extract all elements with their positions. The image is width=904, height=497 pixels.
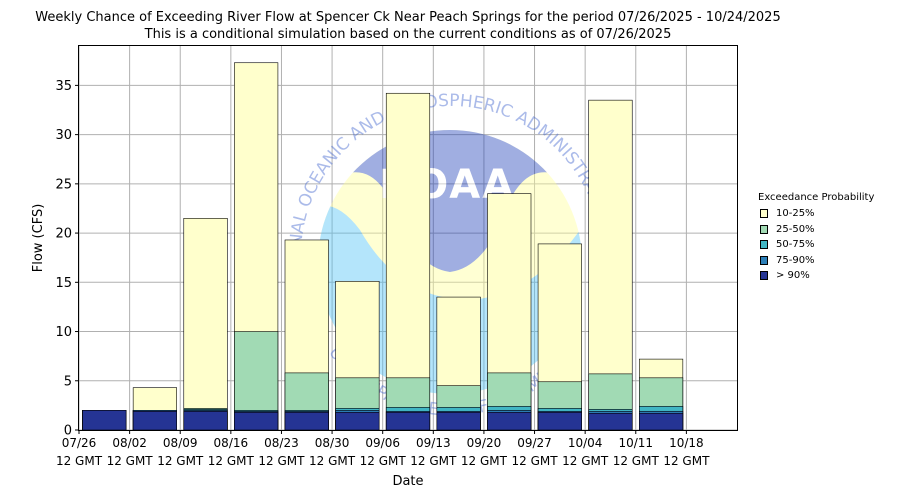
legend-swatch xyxy=(760,271,768,281)
legend-label: 50-75% xyxy=(776,239,815,251)
bar-segment xyxy=(335,411,380,431)
legend-item: 10-25% xyxy=(758,206,874,222)
y-tick-label: 10 xyxy=(55,325,72,340)
x-tick-label-sub: 12 GMT xyxy=(157,454,204,468)
x-tick-label: 10/18 xyxy=(669,436,704,450)
x-tick-label: 09/27 xyxy=(517,436,552,450)
bar-segment xyxy=(588,412,633,431)
x-tick-label-sub: 12 GMT xyxy=(511,454,558,468)
bar-segment xyxy=(537,411,582,431)
x-tick-label-sub: 12 GMT xyxy=(461,454,508,468)
x-tick-label: 08/09 xyxy=(163,436,198,450)
x-tick-label: 10/11 xyxy=(618,436,653,450)
y-tick-label: 20 xyxy=(55,227,72,242)
legend-item: 25-50% xyxy=(758,222,874,238)
legend-label: > 90% xyxy=(776,270,810,282)
y-tick-label: 0 xyxy=(64,424,72,439)
legend-item: 75-90% xyxy=(758,253,874,269)
legend-item: 50-75% xyxy=(758,237,874,253)
bar-segment xyxy=(183,218,228,431)
x-tick-label: 10/04 xyxy=(568,436,603,450)
y-axis-label: Flow (CFS) xyxy=(31,204,46,273)
bar-segment xyxy=(132,410,177,431)
bar-segment xyxy=(639,412,684,431)
legend-swatch xyxy=(760,240,768,250)
y-tick-label: 30 xyxy=(55,128,72,143)
bar-segment xyxy=(487,411,532,431)
y-tick-label: 5 xyxy=(64,374,72,389)
bar-segment xyxy=(284,411,329,431)
x-axis-label: Date xyxy=(392,474,423,489)
legend: Exceedance Probability 10-25% 25-50% 50-75… xyxy=(758,192,874,284)
legend-swatch xyxy=(760,209,768,219)
x-tick-label: 09/06 xyxy=(365,436,400,450)
bar-segment xyxy=(82,410,127,431)
x-tick-label: 08/02 xyxy=(112,436,147,450)
x-tick-label-sub: 12 GMT xyxy=(258,454,305,468)
legend-label: 10-25% xyxy=(776,208,815,220)
x-tick-label: 09/13 xyxy=(416,436,451,450)
legend-item: > 90% xyxy=(758,268,874,284)
bar-segment xyxy=(436,411,481,431)
x-tick-label-sub: 12 GMT xyxy=(107,454,154,468)
legend-swatch xyxy=(760,224,768,234)
plot-frame xyxy=(78,45,738,431)
x-tick-label: 08/16 xyxy=(214,436,249,450)
legend-label: 25-50% xyxy=(776,223,815,235)
x-tick-label-sub: 12 GMT xyxy=(613,454,660,468)
x-tick-label-sub: 12 GMT xyxy=(309,454,356,468)
x-tick-label: 08/30 xyxy=(315,436,350,450)
x-tick-label-sub: 12 GMT xyxy=(663,454,710,468)
x-tick-label: 08/23 xyxy=(264,436,299,450)
x-tick-label: 09/20 xyxy=(467,436,502,450)
chart-subtitle: This is a conditional simulation based o… xyxy=(144,27,672,42)
y-tick-label: 25 xyxy=(55,177,72,192)
chart-title: Weekly Chance of Exceeding River Flow at… xyxy=(35,10,780,25)
x-tick-label-sub: 12 GMT xyxy=(56,454,103,468)
legend-label: 75-90% xyxy=(776,254,815,266)
x-tick-label-sub: 12 GMT xyxy=(562,454,609,468)
legend-swatch xyxy=(760,255,768,265)
legend-title: Exceedance Probability xyxy=(758,192,875,203)
x-tick-label-sub: 12 GMT xyxy=(410,454,457,468)
bar-segment xyxy=(234,411,279,431)
y-tick-label: 35 xyxy=(55,79,72,94)
axes: 0 5 10 15 20 25 30 35 07/26 12 GMT 08/02 12 GMT 08/0… xyxy=(55,79,710,468)
bar-segment xyxy=(385,411,431,431)
bar-segment xyxy=(183,410,228,431)
x-tick-label: 07/26 xyxy=(62,436,97,450)
x-tick-label-sub: 12 GMT xyxy=(360,454,407,468)
y-tick-label: 15 xyxy=(55,276,72,291)
x-tick-label-sub: 12 GMT xyxy=(208,454,255,468)
